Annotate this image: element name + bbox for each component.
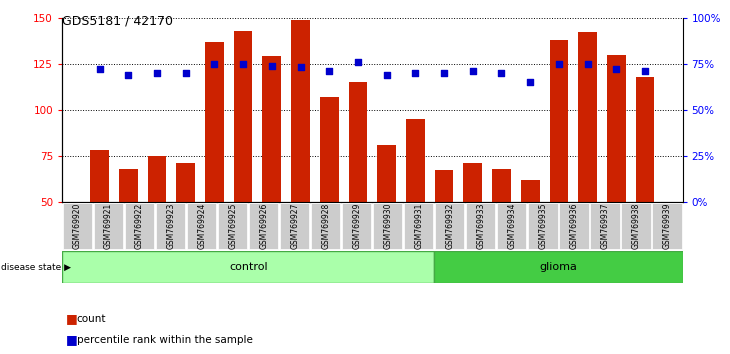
Point [209,61,220,67]
Point [180,70,191,76]
Text: disease state ▶: disease state ▶ [1,263,71,272]
Bar [435,203,464,249]
Bar [156,203,185,249]
Text: GSM769932: GSM769932 [445,202,454,249]
Point [496,70,507,76]
Point [237,61,249,67]
Text: glioma: glioma [539,262,577,272]
Text: count: count [77,314,106,324]
Bar [466,203,496,249]
Point [410,70,421,76]
Bar [311,203,340,249]
Bar [521,180,539,294]
Bar [607,55,626,294]
Bar [621,203,650,249]
Bar [653,203,682,249]
Text: ■: ■ [66,333,82,346]
Bar [187,203,216,249]
Point [582,61,593,67]
Text: percentile rank within the sample: percentile rank within the sample [77,335,253,345]
Bar [280,203,310,249]
Bar [119,169,138,294]
Bar [349,82,367,294]
Bar [492,169,511,294]
Point [553,61,565,67]
Bar [234,30,253,294]
Bar [434,251,683,283]
Point [610,67,622,72]
Text: GSM769935: GSM769935 [539,202,548,249]
Bar [377,145,396,294]
Bar [291,19,310,294]
Text: GSM769922: GSM769922 [135,202,144,249]
Bar [373,203,402,249]
Point [295,64,307,70]
Bar [205,42,223,294]
Text: GSM769920: GSM769920 [73,202,82,249]
Bar [464,163,482,294]
Bar [320,97,339,294]
Text: GSM769928: GSM769928 [321,202,330,249]
Bar [591,203,620,249]
Point [381,72,393,78]
Bar [147,156,166,294]
Bar [177,163,195,294]
Bar [404,203,434,249]
Bar [249,203,278,249]
Text: GSM769938: GSM769938 [631,202,640,249]
Text: GSM769921: GSM769921 [104,202,113,249]
Text: GSM769929: GSM769929 [353,202,361,249]
Bar [636,76,654,294]
Text: GSM769939: GSM769939 [663,202,672,249]
Bar [529,203,558,249]
Point [266,63,277,68]
Point [323,68,335,74]
Bar [550,40,568,294]
Bar [263,56,281,294]
Bar [63,203,92,249]
Text: ■: ■ [66,312,82,325]
Text: GSM769934: GSM769934 [507,202,516,249]
Bar [559,203,588,249]
Point [352,59,364,65]
Text: GSM769930: GSM769930 [383,202,392,249]
Bar [497,203,526,249]
Text: GSM769927: GSM769927 [291,202,299,249]
Text: GSM769937: GSM769937 [601,202,610,249]
Bar [62,251,434,283]
Text: GSM769933: GSM769933 [477,202,485,249]
Bar [435,171,453,294]
Point [93,67,105,72]
Point [438,70,450,76]
Point [524,79,536,85]
Text: GSM769925: GSM769925 [228,202,237,249]
Text: GSM769923: GSM769923 [166,202,175,249]
Text: GSM769936: GSM769936 [569,202,578,249]
Bar [578,33,597,294]
Point [639,68,651,74]
Point [467,68,479,74]
Bar [218,203,247,249]
Text: GSM769924: GSM769924 [197,202,206,249]
Text: GSM769931: GSM769931 [415,202,423,249]
Bar [91,150,109,294]
Bar [342,203,372,249]
Text: control: control [229,262,267,272]
Bar [406,119,425,294]
Point [151,70,163,76]
Point [123,72,134,78]
Text: GSM769926: GSM769926 [259,202,268,249]
Bar [125,203,154,249]
Bar [94,203,123,249]
Text: GDS5181 / 42170: GDS5181 / 42170 [62,14,173,27]
